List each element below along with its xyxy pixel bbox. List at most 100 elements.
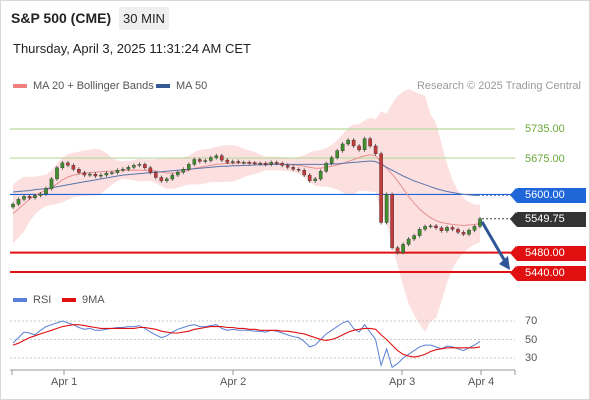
candle-body <box>318 170 323 180</box>
candle-body <box>274 162 279 164</box>
legend-ma50-label: MA 50 <box>176 80 208 92</box>
legend-bollinger-label: MA 20 + Bollinger Bands <box>33 80 154 92</box>
candle-body <box>66 162 70 166</box>
rsi-level-50: 50 <box>525 334 538 346</box>
candle-body <box>428 225 433 228</box>
legend-9ma-swatch <box>62 298 76 302</box>
candle-body <box>368 138 372 147</box>
candle-body <box>132 165 136 168</box>
candle-body <box>379 153 383 223</box>
candle-body <box>461 232 466 235</box>
candle-body <box>445 227 449 231</box>
legend-9ma: 9MA <box>62 294 105 306</box>
legend-9ma-label: 9MA <box>82 294 105 306</box>
candle-body <box>362 138 367 150</box>
candle-body <box>126 167 131 170</box>
candle-body <box>16 199 21 205</box>
candle-body <box>351 139 356 147</box>
candle-body <box>434 225 438 228</box>
candle-body <box>417 229 422 236</box>
rsi-level-30: 30 <box>525 352 538 364</box>
candle-body <box>472 226 477 231</box>
candle-body <box>346 139 350 145</box>
candle-body <box>71 165 76 170</box>
candle-body <box>269 162 274 165</box>
candle-body <box>230 161 235 163</box>
candle-body <box>401 244 405 253</box>
legend-rsi-swatch <box>13 298 27 302</box>
candle-body <box>296 168 301 171</box>
candle-body <box>302 169 307 176</box>
candle-body <box>390 194 394 248</box>
candle-body <box>170 174 175 180</box>
projection-arrow-head <box>499 256 510 270</box>
candle-body <box>307 174 312 182</box>
candle-body <box>104 172 109 176</box>
chart-datetime: Thursday, April 3, 2025 11:31:24 AM CET <box>13 41 251 56</box>
pivot-price-tag: 5600.00 <box>510 188 586 203</box>
candle-body <box>60 162 65 168</box>
candle-body <box>38 193 43 196</box>
legend-rsi: RSI <box>13 294 51 306</box>
x-label-apr2: Apr 2 <box>220 376 247 388</box>
candle-body <box>412 235 416 240</box>
resistance1-label: 5675.00 <box>525 153 565 165</box>
support2-price-tag: 5440.00 <box>510 266 586 281</box>
timeframe-badge[interactable]: 30 MIN <box>119 7 169 30</box>
pivot-price-text: 5600.00 <box>525 189 565 201</box>
candle-body <box>203 160 208 162</box>
candle-body <box>77 168 81 173</box>
candle-body <box>335 150 340 158</box>
candle-body <box>214 155 219 158</box>
candle-body <box>395 247 400 253</box>
candle-body <box>143 164 147 168</box>
candle-body <box>175 171 180 176</box>
legend-ma50-swatch <box>156 84 170 88</box>
candle-body <box>55 167 59 180</box>
candle-body <box>280 163 285 166</box>
candle-body <box>467 230 471 235</box>
candle-body <box>121 168 125 171</box>
rsi-ma-line <box>12 324 481 358</box>
last-price-text: 5549.75 <box>525 213 565 225</box>
candle-body <box>247 162 252 164</box>
candle-body <box>148 167 153 173</box>
rsi-level-70: 70 <box>525 315 538 327</box>
support1-price-text: 5480.00 <box>525 247 565 259</box>
candle-body <box>186 164 191 170</box>
candle-body <box>291 167 296 170</box>
candle-body <box>329 157 334 164</box>
x-label-apr1: Apr 1 <box>51 376 78 388</box>
candle-body <box>164 178 169 181</box>
last-price-tag: 5549.75 <box>510 212 586 227</box>
candle-body <box>384 194 389 223</box>
candle-body <box>11 203 15 208</box>
x-label-apr4: Apr 4 <box>468 376 495 388</box>
candle-body <box>44 188 48 195</box>
candle-body <box>153 172 158 178</box>
x-label-apr3: Apr 3 <box>389 376 416 388</box>
candle-body <box>373 145 378 155</box>
legend-bollinger-swatch <box>13 84 27 88</box>
candle-body <box>285 165 290 168</box>
candle-body <box>159 177 164 182</box>
candle-body <box>197 159 202 162</box>
candle-body <box>258 163 263 165</box>
candle-body <box>225 159 230 163</box>
candle-body <box>456 229 460 233</box>
candle-body <box>313 178 318 181</box>
rsi-line <box>12 320 481 369</box>
candle-body <box>137 164 142 166</box>
candle-body <box>450 227 455 230</box>
support2-price-text: 5440.00 <box>525 267 565 279</box>
candle-body <box>82 172 87 176</box>
candle-body <box>219 155 224 161</box>
candle-body <box>192 159 197 165</box>
candle-body <box>181 168 186 173</box>
candle-body <box>357 145 361 151</box>
support1-price-tag: 5480.00 <box>510 246 586 261</box>
candle-body <box>208 157 213 161</box>
legend-rsi-label: RSI <box>33 294 52 306</box>
legend-bollinger: MA 20 + Bollinger Bands <box>13 80 154 92</box>
